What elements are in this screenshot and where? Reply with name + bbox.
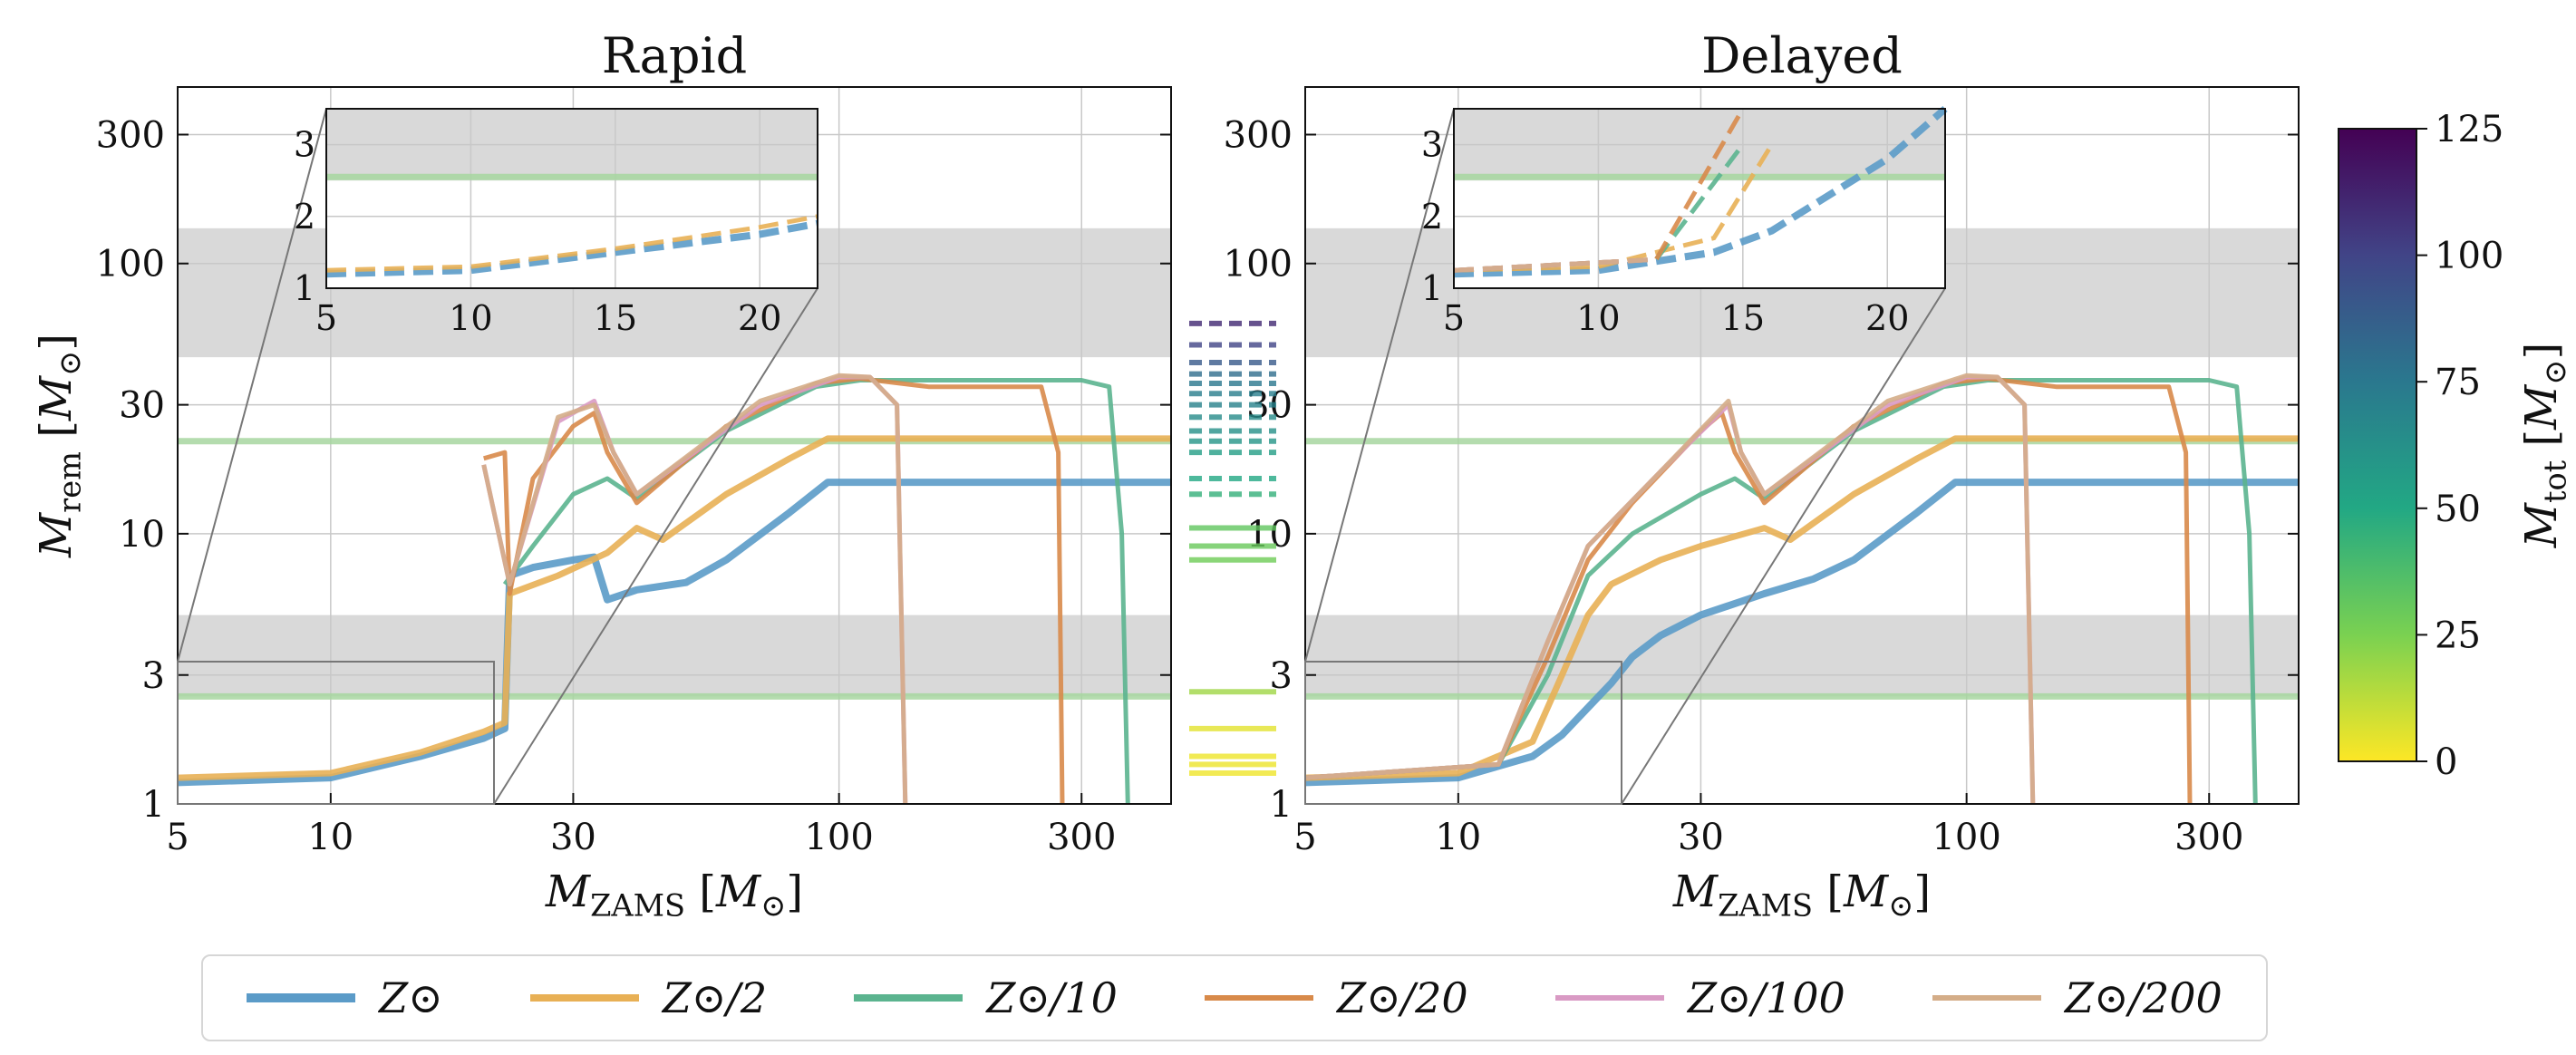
legend-item: Z⊙/200 (1932, 973, 2223, 1022)
inset-frame (1453, 108, 1946, 289)
x-tick-label: 10 (307, 817, 353, 858)
series-line (1304, 479, 2299, 787)
zoom-connector (1621, 287, 1946, 805)
legend-item: Z⊙/2 (529, 973, 768, 1022)
legend: Z⊙ Z⊙/2 Z⊙/10 Z⊙/20 Z⊙/100 Z⊙/200 (201, 954, 2268, 1041)
inset-series-line (325, 214, 818, 273)
legend-label: Z⊙/2 (662, 973, 768, 1022)
colorbar-tick-label: 50 (2435, 489, 2481, 530)
series-line (177, 435, 1171, 781)
inset-y-tick-label: 1 (294, 268, 315, 308)
inset-y-tick-label: 2 (1421, 197, 1443, 237)
zoom-box (177, 661, 495, 805)
inset-y-tick-label: 2 (294, 197, 315, 237)
chart-title: Delayed (1701, 27, 1903, 84)
inset-x-tick-label: 15 (594, 298, 637, 338)
y-tick-label: 100 (96, 244, 165, 286)
zoom-connector (177, 108, 327, 663)
x-tick-label: 300 (1047, 817, 1116, 858)
legend-swatch (1554, 995, 1664, 1001)
legend-item: Z⊙/10 (854, 973, 1118, 1022)
legend-label: Z⊙/10 (986, 973, 1118, 1022)
inset-y-tick-label: 3 (294, 125, 315, 165)
axes-frame (177, 86, 1172, 805)
inset-frame (325, 108, 818, 289)
observations-strip (1189, 320, 1276, 777)
legend-label: Z⊙ (379, 973, 443, 1022)
inset-y-tick-label: 1 (1421, 268, 1443, 308)
legend-swatch (247, 993, 356, 1002)
legend-label: Z⊙/200 (2064, 973, 2223, 1022)
inset-y-tick-label: 3 (1421, 125, 1443, 165)
y-tick-label: 1 (1270, 784, 1293, 826)
x-tick-label: 30 (1678, 817, 1724, 858)
colorbar-tick-label: 125 (2435, 109, 2503, 150)
inset-series-line (1453, 256, 1657, 273)
colorbar-tick-label: 100 (2435, 236, 2503, 277)
x-tick-label: 10 (1435, 817, 1481, 858)
y-tick-label: 1 (142, 784, 165, 826)
legend-swatch (529, 994, 639, 1002)
y-tick-label: 300 (96, 114, 165, 156)
inset-x-tick-label: 10 (449, 298, 492, 338)
y-tick-label: 30 (119, 385, 165, 427)
colorbar-tick-label: 0 (2435, 741, 2457, 783)
y-tick-label: 3 (142, 655, 165, 697)
inset-x-tick-label: 15 (1721, 298, 1765, 338)
series-line (481, 373, 908, 805)
zoom-box (1304, 661, 1622, 805)
panel-rapid: Rapid 5 10 30 100 300 1 3 10 30 100 300 MZAMS [M⊙] Mr… (31, 27, 1172, 924)
legend-swatch (1205, 995, 1314, 1001)
y-tick-label: 10 (119, 514, 165, 556)
colorbar-tick-label: 25 (2435, 615, 2481, 656)
inset-series-line (325, 219, 818, 278)
inset-x-tick-label: 20 (1865, 298, 1909, 338)
x-tick-label: 5 (1293, 817, 1316, 858)
legend-item: Z⊙/20 (1205, 973, 1468, 1022)
y-tick-label: 10 (1246, 514, 1293, 556)
series-line (1304, 373, 2036, 805)
x-tick-label: 100 (804, 817, 873, 858)
inset-x-tick-label: 5 (315, 298, 337, 338)
inset-x-tick-label: 10 (1576, 298, 1620, 338)
inset-x-tick-label: 20 (738, 298, 781, 338)
shaded-band (1305, 615, 2299, 697)
y-axis-label: Mrem [M⊙] (31, 334, 88, 558)
chart-title: Rapid (602, 27, 748, 84)
series-line (177, 479, 1171, 787)
legend-label: Z⊙/20 (1337, 973, 1468, 1022)
legend-item: Z⊙ (247, 973, 443, 1022)
legend-item: Z⊙/100 (1554, 973, 1845, 1022)
shaded-band (178, 615, 1171, 697)
axes-frame (1304, 86, 2300, 805)
colorbar-tick-label: 75 (2435, 362, 2481, 403)
legend-swatch (1932, 995, 2041, 1001)
inset-series-line (1453, 105, 1948, 278)
series-line (1304, 435, 2299, 781)
x-tick-label: 5 (166, 817, 189, 858)
colorbar-gradient (2338, 128, 2417, 762)
x-tick-label: 300 (2174, 817, 2243, 858)
legend-label: Z⊙/100 (1687, 973, 1845, 1022)
x-axis-label: MZAMS [M⊙] (545, 866, 803, 924)
x-tick-label: 30 (550, 817, 596, 858)
y-tick-label: 100 (1224, 244, 1293, 286)
zoom-connector (493, 287, 818, 805)
x-axis-label: MZAMS [M⊙] (1672, 866, 1931, 924)
colorbar: 0 25 50 75 100 125 Mtot [M⊙] (2338, 109, 2573, 783)
x-tick-label: 100 (1932, 817, 2000, 858)
inset-x-tick-label: 5 (1443, 298, 1465, 338)
legend-swatch (854, 994, 964, 1002)
colorbar-label: Mtot [M⊙] (2516, 343, 2573, 548)
series-line (1304, 376, 2193, 805)
zoom-connector (1304, 108, 1455, 663)
y-tick-label: 300 (1224, 114, 1293, 156)
